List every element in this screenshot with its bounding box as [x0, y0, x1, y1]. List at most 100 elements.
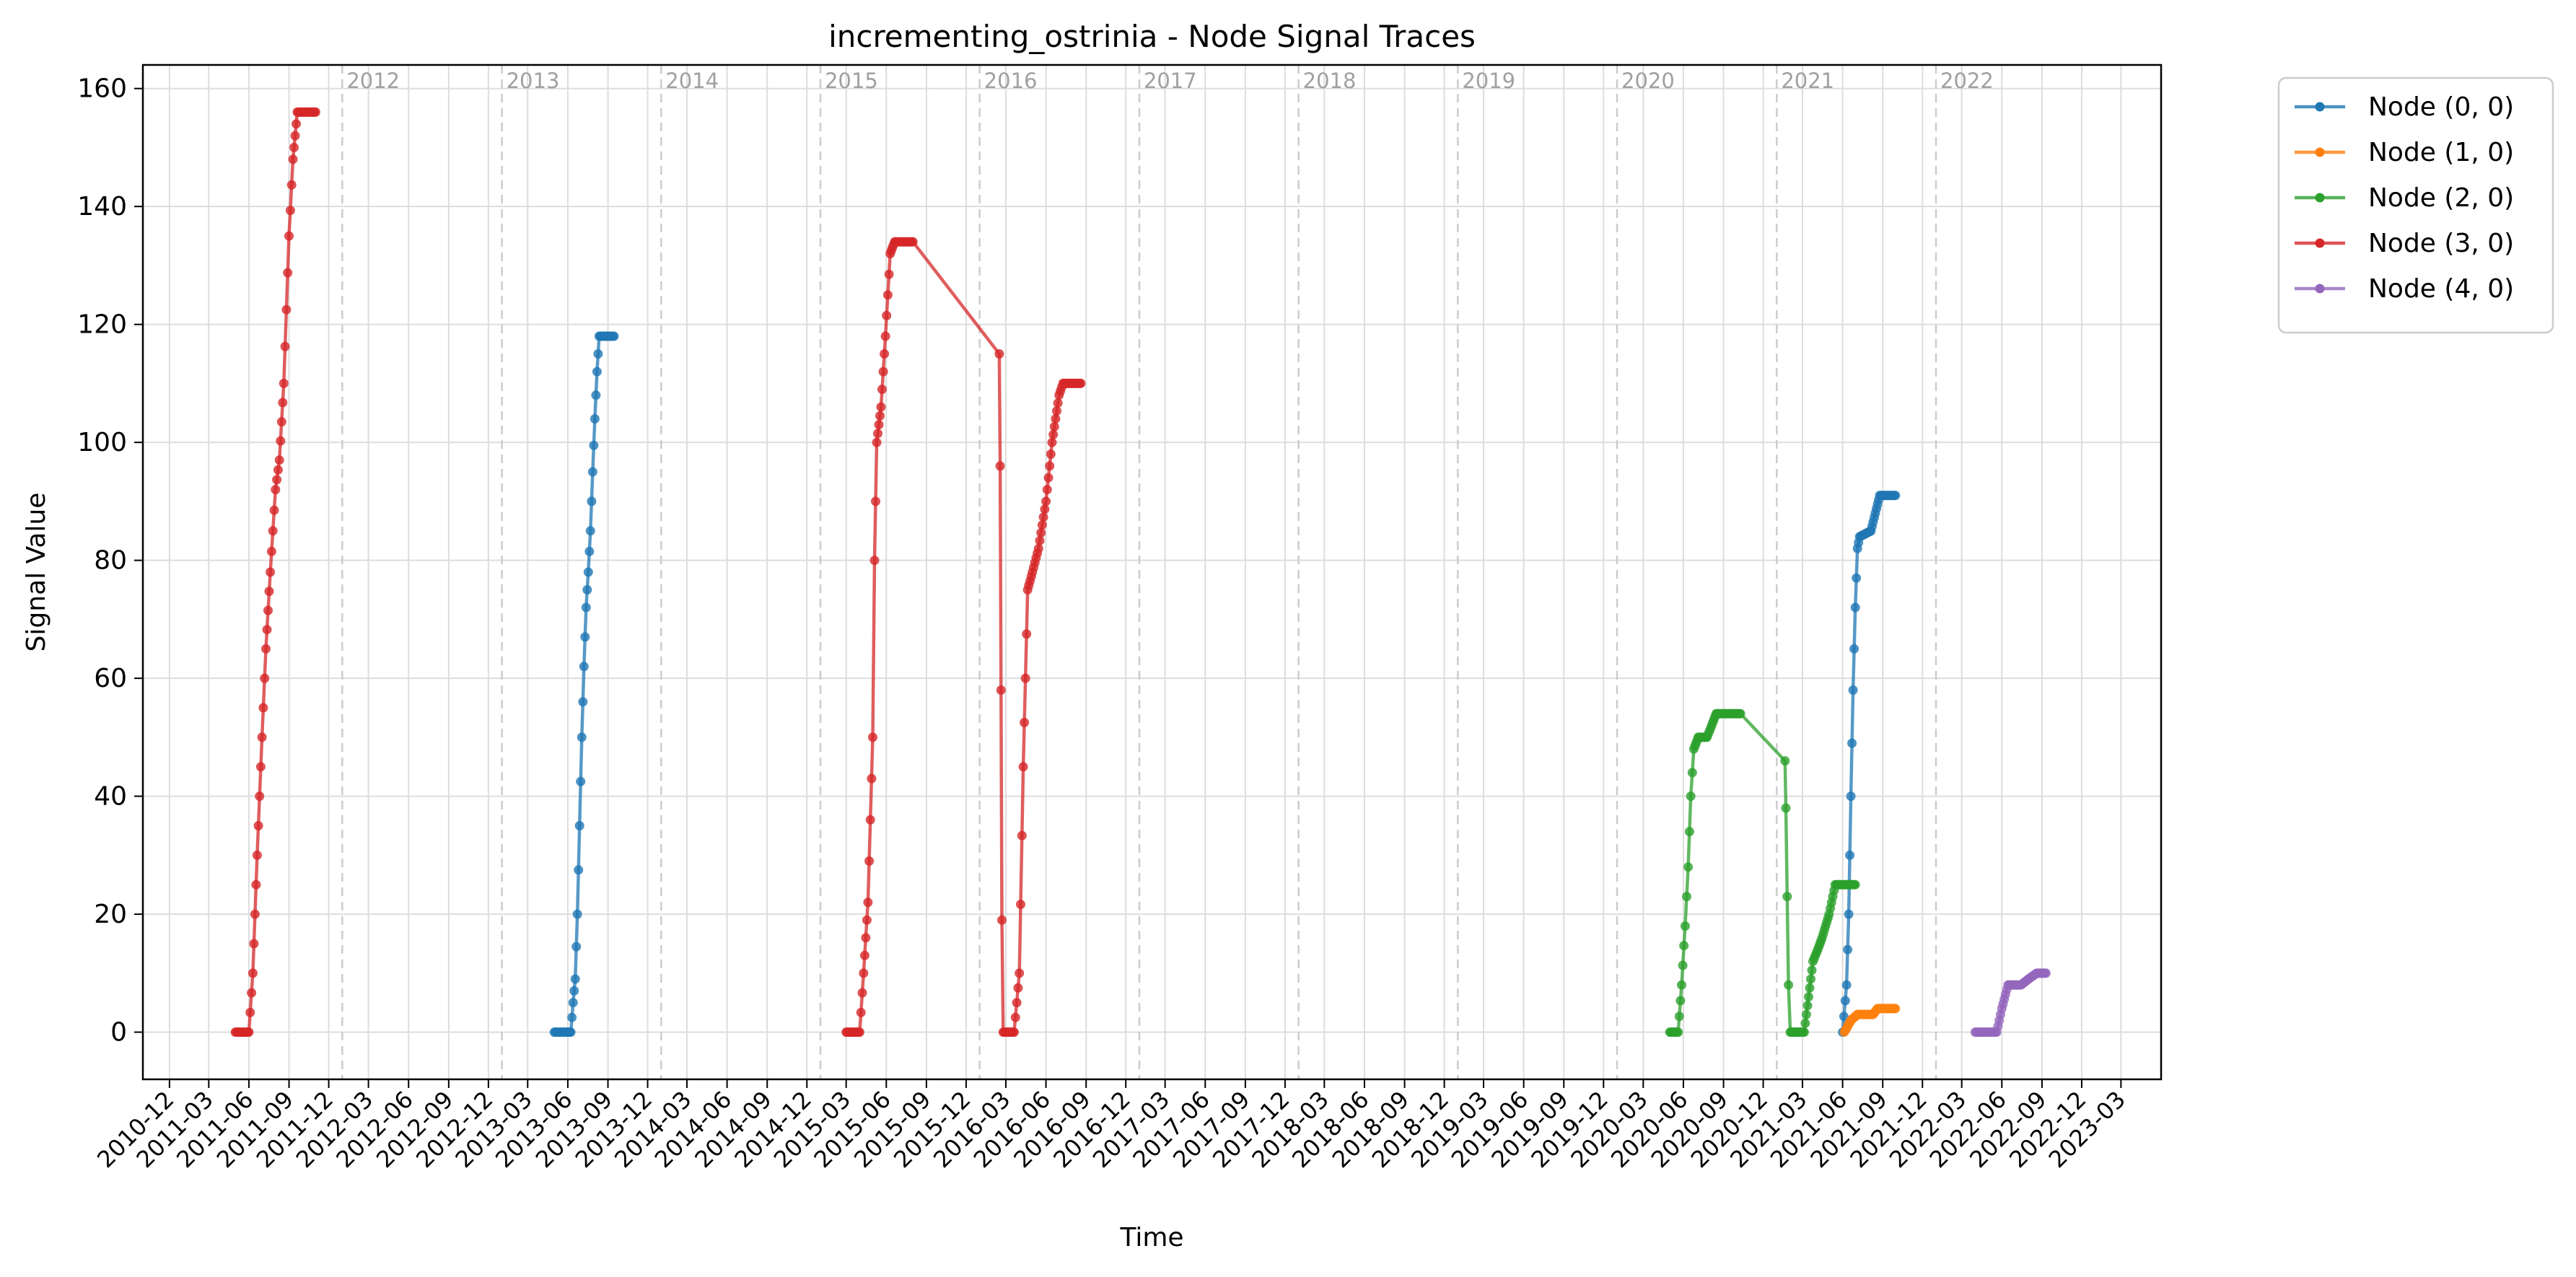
series-point: [584, 546, 595, 556]
series-point: [609, 331, 619, 341]
series-point: [859, 950, 869, 960]
series-point: [1891, 491, 1901, 501]
year-boundary-label: 2018: [1303, 69, 1357, 93]
series-point: [1800, 1018, 1810, 1028]
series-point: [859, 968, 869, 978]
series-point: [286, 180, 297, 190]
series-point: [1687, 768, 1697, 778]
series-point: [1017, 830, 1027, 841]
series-layer: [230, 107, 2051, 1037]
series-point: [1780, 756, 1790, 766]
legend-swatch-marker: [2315, 102, 2325, 112]
series-point: [590, 414, 600, 424]
series-point: [868, 732, 877, 742]
series-point: [1052, 406, 1061, 416]
series-point: [568, 998, 578, 1008]
series-point: [571, 942, 582, 952]
series-point: [995, 461, 1005, 471]
series-point: [882, 290, 893, 300]
series-point: [1805, 983, 1815, 993]
series-point: [862, 915, 872, 925]
y-tick-label: 20: [94, 900, 127, 929]
series-point: [278, 398, 288, 408]
series-point: [247, 988, 257, 998]
series-point: [1784, 980, 1794, 990]
series-point: [1806, 974, 1815, 984]
series-point: [856, 1007, 866, 1017]
y-tick-label: 80: [94, 546, 127, 576]
legend-item: Node (2, 0): [2295, 183, 2514, 213]
series-point: [1782, 892, 1792, 902]
legend-item: Node (4, 0): [2295, 274, 2514, 304]
legend-item: Node (1, 0): [2295, 138, 2514, 167]
series-point: [285, 206, 295, 216]
series-point: [280, 341, 290, 351]
series-point: [288, 154, 298, 164]
year-boundary-label: 2012: [346, 69, 400, 93]
series-point: [865, 815, 875, 825]
series-point: [1012, 998, 1022, 1008]
series-point: [276, 417, 286, 427]
y-tick-label: 0: [110, 1018, 127, 1048]
series-point: [580, 632, 590, 642]
series-point: [861, 933, 871, 943]
series-point: [1015, 968, 1025, 978]
series-point: [276, 436, 286, 446]
series-point: [1845, 850, 1855, 860]
series-point: [1802, 1001, 1813, 1011]
series-point: [566, 1027, 576, 1037]
series-point: [1051, 414, 1061, 424]
series-point: [289, 142, 299, 152]
series-1-group: [1839, 1004, 1901, 1037]
series-point: [1849, 644, 1859, 654]
series-point: [1844, 909, 1854, 919]
series-3-group: [230, 107, 1086, 1037]
series-point: [574, 821, 584, 830]
series-point: [247, 968, 258, 978]
series-point: [587, 467, 597, 477]
year-boundary-label: 2021: [1781, 69, 1834, 93]
series-point: [873, 429, 882, 439]
series-point: [1048, 429, 1059, 439]
y-tick-label: 160: [77, 74, 127, 104]
series-point: [1673, 1027, 1683, 1037]
series-point: [1799, 1027, 1809, 1037]
series-point: [880, 349, 890, 359]
series-point: [878, 367, 888, 377]
x-axis-label: Time: [1119, 1223, 1183, 1252]
series-point: [1036, 528, 1046, 537]
series-point: [1682, 892, 1691, 902]
series-point: [257, 732, 267, 742]
series-point: [874, 420, 884, 430]
series-point: [255, 762, 266, 772]
series-point: [273, 465, 283, 475]
series-point: [1680, 921, 1690, 931]
series-point: [249, 939, 259, 949]
series-point: [583, 567, 593, 577]
series-point: [877, 385, 887, 395]
series-point: [1010, 1012, 1020, 1022]
series-point: [1042, 485, 1052, 495]
series-point: [310, 107, 320, 117]
series-point: [1009, 1027, 1019, 1037]
y-tick-label: 100: [77, 428, 127, 457]
year-boundary-label: 2013: [507, 69, 560, 93]
series-point: [1038, 512, 1048, 522]
series-point: [572, 909, 582, 919]
series-point: [255, 791, 265, 802]
legend-swatch-marker: [2315, 238, 2325, 248]
series-point: [266, 546, 276, 556]
legend-box: [2277, 76, 2554, 334]
series-point: [1840, 996, 1850, 1006]
series-point: [854, 1027, 864, 1037]
series-point: [567, 1012, 577, 1022]
legend-label: Node (3, 0): [2368, 229, 2514, 258]
series-point: [1852, 573, 1862, 583]
series-point: [283, 268, 293, 278]
series-point: [245, 1007, 255, 1017]
legend-label: Node (4, 0): [2368, 274, 2514, 304]
series-2-group: [1665, 708, 1860, 1037]
series-point: [581, 602, 591, 613]
series-point: [1076, 378, 1086, 388]
series-point: [1013, 983, 1023, 993]
